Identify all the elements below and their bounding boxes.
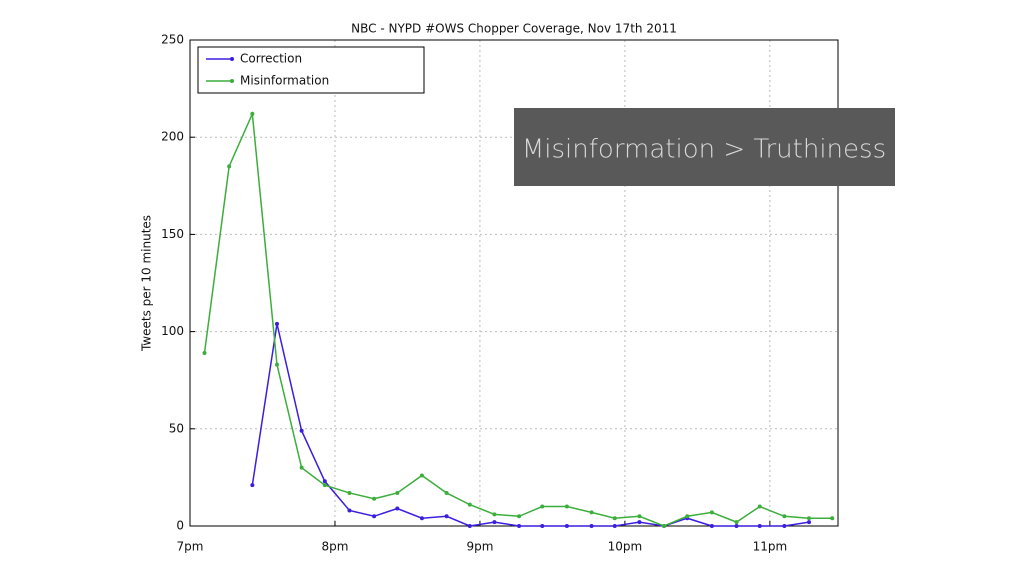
data-point bbox=[347, 490, 352, 495]
plot-frame bbox=[189, 39, 839, 527]
data-point bbox=[299, 465, 304, 470]
chart-title: NBC - NYPD #OWS Chopper Coverage, Nov 17… bbox=[351, 22, 677, 36]
data-point bbox=[372, 514, 377, 519]
data-point bbox=[612, 524, 617, 528]
data-point bbox=[372, 496, 377, 501]
data-point bbox=[830, 516, 835, 521]
x-tick-label: 7pm bbox=[177, 540, 204, 554]
annotation-box bbox=[514, 108, 895, 186]
legend-label: Misinformation bbox=[240, 74, 329, 88]
data-point bbox=[782, 524, 787, 528]
data-point bbox=[734, 520, 739, 525]
y-tick-label: 250 bbox=[161, 33, 184, 47]
data-point bbox=[540, 524, 545, 528]
x-tick-label: 11pm bbox=[753, 540, 788, 554]
data-point bbox=[589, 524, 594, 528]
data-point bbox=[734, 524, 739, 528]
data-point bbox=[517, 524, 522, 528]
legend-box bbox=[197, 46, 425, 94]
legend-label: Correction bbox=[240, 52, 302, 66]
data-point bbox=[492, 512, 497, 517]
data-point bbox=[395, 506, 400, 511]
data-point bbox=[685, 514, 690, 519]
data-point bbox=[347, 508, 352, 513]
y-tick-label: 150 bbox=[161, 227, 184, 241]
x-tick-label: 10pm bbox=[608, 540, 643, 554]
y-axis-label: Tweets per 10 minutes bbox=[140, 215, 154, 352]
data-point bbox=[782, 514, 787, 519]
data-point bbox=[250, 111, 255, 116]
data-point bbox=[637, 520, 642, 525]
data-point bbox=[395, 490, 400, 495]
data-point bbox=[517, 514, 522, 519]
data-point bbox=[444, 490, 449, 495]
y-tick-label: 200 bbox=[161, 130, 184, 144]
data-point bbox=[807, 516, 812, 521]
legend-swatch-dot bbox=[230, 57, 234, 61]
data-point bbox=[709, 510, 714, 515]
x-tick-label: 8pm bbox=[321, 540, 348, 554]
data-point bbox=[227, 164, 232, 169]
data-point bbox=[299, 428, 304, 433]
annotation-text: Misinformation > Truthiness bbox=[522, 135, 886, 165]
y-tick-label: 0 bbox=[176, 519, 184, 533]
data-point bbox=[540, 504, 545, 509]
data-point bbox=[612, 516, 617, 521]
data-point bbox=[564, 524, 569, 528]
data-point bbox=[709, 524, 714, 528]
data-point bbox=[322, 479, 327, 484]
data-point bbox=[662, 524, 667, 528]
data-point bbox=[419, 473, 424, 478]
y-tick-label: 100 bbox=[161, 324, 184, 338]
data-point bbox=[492, 520, 497, 525]
data-point bbox=[757, 524, 762, 528]
data-point bbox=[589, 510, 594, 515]
data-point bbox=[467, 502, 472, 507]
data-point bbox=[444, 514, 449, 519]
data-point bbox=[250, 483, 255, 488]
data-point bbox=[467, 524, 472, 528]
data-point bbox=[564, 504, 569, 509]
data-point bbox=[202, 350, 207, 355]
data-point bbox=[807, 520, 812, 525]
data-point bbox=[274, 321, 279, 326]
data-point bbox=[637, 514, 642, 519]
y-tick-label: 50 bbox=[169, 421, 184, 435]
data-point bbox=[419, 516, 424, 521]
data-point bbox=[757, 504, 762, 509]
series-line bbox=[251, 323, 810, 527]
x-tick-label: 9pm bbox=[466, 540, 493, 554]
data-point bbox=[274, 362, 279, 367]
data-point bbox=[322, 483, 327, 488]
legend-swatch-dot bbox=[230, 79, 234, 83]
